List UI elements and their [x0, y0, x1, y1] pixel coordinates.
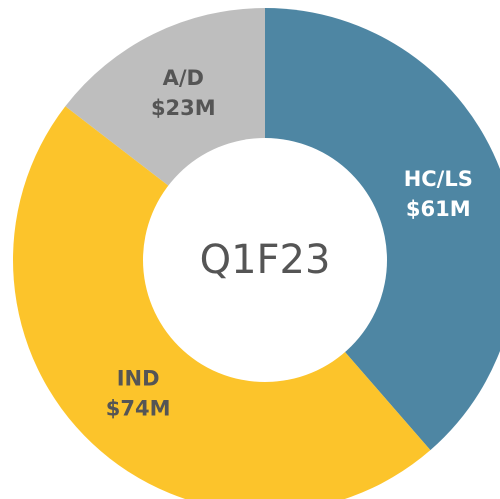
- slice-label: HC/LS: [404, 167, 473, 191]
- slice-label: A/D: [163, 66, 204, 90]
- donut-hole: [143, 138, 387, 382]
- slice-value-label: $74M: [106, 397, 171, 421]
- center-text: Q1F23: [200, 237, 331, 283]
- slice-value-label: $23M: [151, 96, 216, 120]
- slice-label: IND: [117, 367, 160, 391]
- slice-value-label: $61M: [406, 197, 471, 221]
